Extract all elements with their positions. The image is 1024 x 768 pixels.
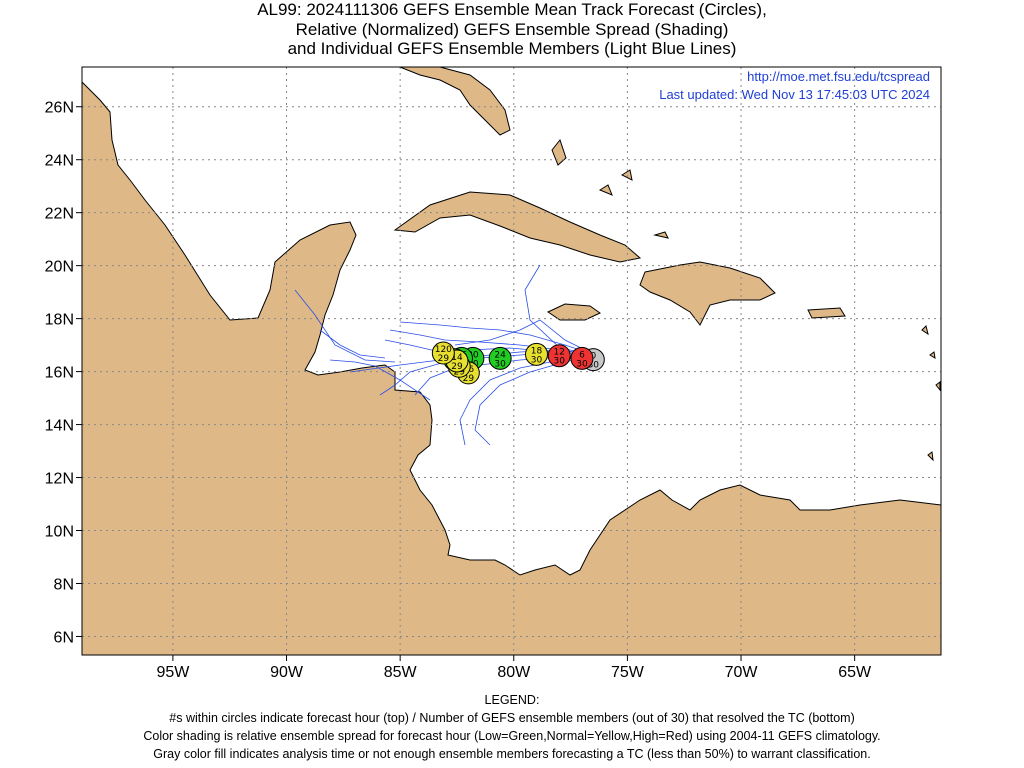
forecast-circle-fill bbox=[524, 342, 548, 366]
chart-title: AL99: 2024111306 GEFS Ensemble Mean Trac… bbox=[0, 0, 1024, 59]
forecast-circle-fill bbox=[431, 341, 455, 365]
member-count-label: 29 bbox=[463, 374, 475, 384]
lat-label: 12N bbox=[45, 471, 74, 488]
forecast-hour-label: 120 bbox=[435, 345, 452, 355]
member-count-label: 30 bbox=[494, 359, 506, 369]
map-frame bbox=[81, 66, 942, 656]
land-antilles bbox=[921, 325, 941, 462]
lat-label: 22N bbox=[45, 206, 74, 223]
forecast-hour-label: 24 bbox=[494, 350, 506, 360]
legend-line-2: Color shading is relative ensemble sprea… bbox=[143, 729, 881, 743]
lon-label: 65W bbox=[838, 664, 872, 681]
last-updated: Last updated: Wed Nov 13 17:45:03 UTC 20… bbox=[659, 87, 930, 102]
member-track bbox=[399, 321, 596, 356]
forecast-hour-label: 30 bbox=[467, 350, 479, 360]
land-florida bbox=[399, 67, 511, 136]
track-circles: 0306301230183024303030363042309629722914… bbox=[431, 341, 605, 385]
member-count-label: 30 bbox=[553, 357, 565, 367]
lat-label: 24N bbox=[45, 153, 74, 170]
legend: LEGEND: #s within circles indicate forec… bbox=[0, 691, 1024, 763]
land-bahamas bbox=[551, 138, 669, 239]
member-count-label: 30 bbox=[576, 359, 588, 369]
lat-label: 26N bbox=[45, 100, 74, 117]
legend-line-1: #s within circles indicate forecast hour… bbox=[169, 711, 855, 725]
source-url[interactable]: http://moe.met.fsu.edu/tcspread bbox=[747, 69, 930, 84]
member-track bbox=[294, 289, 396, 363]
forecast-hour-label: 6 bbox=[579, 350, 585, 360]
legend-line-3: Gray color fill indicates analysis time … bbox=[153, 747, 871, 761]
forecast-hour-label: 14 bbox=[451, 353, 463, 363]
title-line-3: and Individual GEFS Ensemble Members (Li… bbox=[287, 39, 737, 58]
member-track bbox=[524, 264, 596, 356]
lon-label: 85W bbox=[384, 664, 418, 681]
lon-label: 75W bbox=[611, 664, 645, 681]
land-jamaica bbox=[546, 303, 601, 321]
lat-label: 10N bbox=[45, 524, 74, 541]
latitude-labels: 26N 24N 22N 20N 18N 16N 14N 12N 10N 8N 6N bbox=[45, 100, 82, 646]
forecast-hour-label: 18 bbox=[531, 346, 543, 356]
member-track bbox=[454, 319, 596, 356]
land-puerto-rico bbox=[807, 307, 846, 319]
lon-label: 80W bbox=[497, 664, 531, 681]
map-area: 0306301230183024303030363042309629722914… bbox=[82, 67, 941, 655]
member-count-label: 30 bbox=[531, 355, 543, 365]
lon-label: 90W bbox=[270, 664, 304, 681]
longitude-labels: 95W 90W 85W 80W 75W 70W 65W bbox=[156, 655, 872, 681]
land-masses bbox=[82, 67, 941, 655]
map-figure: 0306301230183024303030363042309629722914… bbox=[45, 66, 942, 681]
lat-label: 16N bbox=[45, 365, 74, 382]
member-count-label: 29 bbox=[454, 367, 466, 377]
member-track bbox=[329, 359, 431, 401]
member-count-label: 30 bbox=[588, 361, 600, 371]
gridlines bbox=[82, 67, 941, 655]
forecast-circle-fill bbox=[488, 346, 512, 370]
forecast-hour-label: 12 bbox=[553, 348, 564, 358]
title-line-1: AL99: 2024111306 GEFS Ensemble Mean Trac… bbox=[257, 0, 767, 19]
legend-heading: LEGEND: bbox=[484, 693, 540, 707]
lat-label: 6N bbox=[54, 629, 74, 646]
forecast-hour-label: 0 bbox=[590, 352, 596, 362]
lat-label: 18N bbox=[45, 312, 74, 329]
member-count-label: 29 bbox=[451, 362, 463, 372]
lon-label: 95W bbox=[156, 664, 190, 681]
lat-label: 14N bbox=[45, 418, 74, 435]
land-cuba bbox=[393, 191, 642, 263]
title-line-2: Relative (Normalized) GEFS Ensemble Spre… bbox=[295, 19, 729, 39]
forecast-circle: 630 bbox=[570, 346, 594, 370]
member-count-label: 29 bbox=[438, 354, 450, 364]
lat-label: 20N bbox=[45, 259, 74, 276]
forecast-circle-fill bbox=[547, 344, 571, 368]
lat-label: 8N bbox=[54, 576, 74, 593]
lon-label: 70W bbox=[725, 664, 759, 681]
forecast-circle-fill bbox=[570, 346, 594, 370]
